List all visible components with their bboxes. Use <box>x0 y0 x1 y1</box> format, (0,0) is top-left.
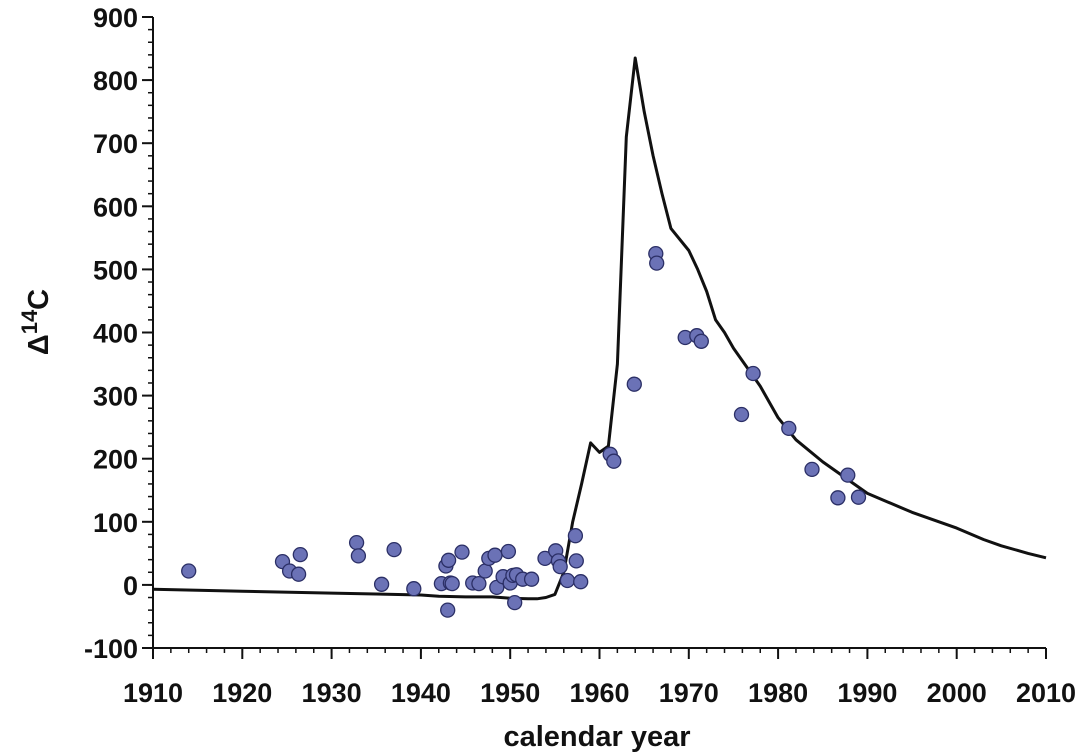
data-point <box>606 453 622 469</box>
data-point <box>477 563 493 579</box>
x-tick-label: 1970 <box>659 678 719 708</box>
data-point <box>733 406 750 423</box>
atmospheric-curve <box>152 56 1047 601</box>
data-point <box>830 490 846 506</box>
y-tick-label: -100 <box>84 634 138 664</box>
data-point <box>781 420 797 437</box>
x-tick-label: 1980 <box>748 678 808 708</box>
y-tick-labels: -100 0 100 200 300 400 500 600 700 800 900 <box>84 3 138 664</box>
data-point <box>568 553 584 569</box>
y-tick-label: 0 <box>123 571 138 601</box>
data-point <box>373 576 390 592</box>
data-point <box>406 581 422 597</box>
data-points <box>181 245 867 618</box>
data-point <box>840 467 856 483</box>
y-tick-label: 100 <box>93 508 138 538</box>
y-axis-label: Δ14C <box>17 289 55 355</box>
y-label-sub: C <box>23 289 55 310</box>
data-point <box>552 558 568 575</box>
x-tick-label: 1940 <box>391 678 451 708</box>
x-tick-label: 1920 <box>212 678 272 708</box>
data-point <box>500 543 517 560</box>
x-tick-label: 1910 <box>123 678 183 708</box>
data-point <box>444 575 460 592</box>
x-axis-label: calendar year <box>503 721 690 753</box>
x-tick-label: 2010 <box>1016 678 1076 708</box>
x-tick-label: 1930 <box>302 678 362 708</box>
data-point <box>487 547 503 563</box>
y-tick-label: 300 <box>93 382 138 412</box>
data-point <box>454 544 470 560</box>
data-point <box>745 365 761 382</box>
y-tick-label: 800 <box>93 66 138 96</box>
y-tick-label: 900 <box>93 3 138 33</box>
data-point <box>181 563 197 579</box>
data-point <box>804 461 820 478</box>
y-tick-label: 600 <box>93 192 138 222</box>
data-point <box>559 572 576 589</box>
x-tick-labels: 1910 1920 1930 1940 1950 1960 1970 1980 1990 2000… <box>123 678 1076 708</box>
data-point <box>386 541 402 558</box>
data-point <box>292 546 308 563</box>
x-tick-label: 2000 <box>927 678 987 708</box>
y-tick-label: 700 <box>93 129 138 159</box>
y-label-main: Δ <box>23 334 55 355</box>
data-point <box>573 574 589 590</box>
data-point <box>523 571 540 587</box>
x-tick-label: 1990 <box>837 678 897 708</box>
y-tick-label: 200 <box>93 445 138 475</box>
major-ticks <box>142 16 1047 659</box>
x-tick-label: 1960 <box>569 678 629 708</box>
data-point <box>350 548 367 564</box>
x-tick-label: 1950 <box>480 678 540 708</box>
data-point <box>626 376 642 392</box>
y-tick-label: 500 <box>93 255 138 285</box>
data-point <box>850 489 867 505</box>
data-point <box>649 255 665 271</box>
data-point <box>348 534 365 551</box>
data-point <box>440 602 456 618</box>
data-point <box>567 528 584 544</box>
data-point <box>507 594 523 611</box>
data-point <box>471 575 487 592</box>
y-label-sup: 14 <box>17 309 42 334</box>
data-point <box>440 552 457 568</box>
y-tick-label: 400 <box>93 319 138 349</box>
data-point <box>290 566 307 582</box>
data-point <box>693 333 709 349</box>
